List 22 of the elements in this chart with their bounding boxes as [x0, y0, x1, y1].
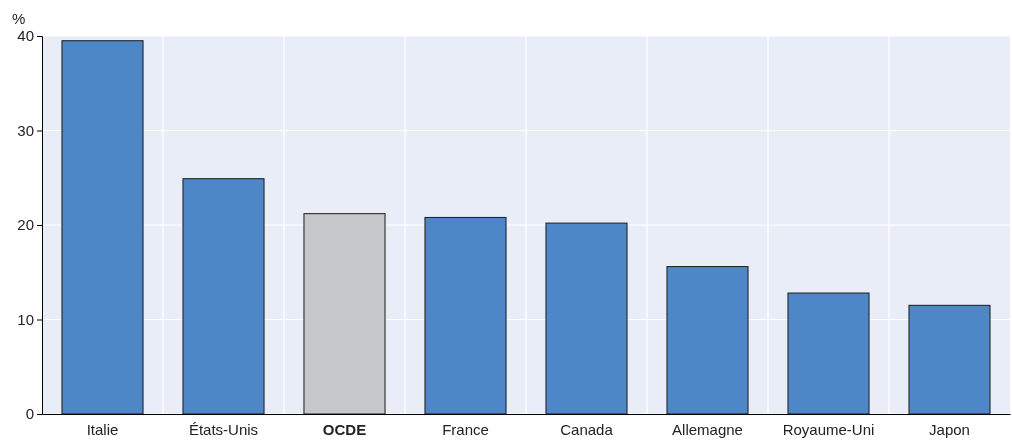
- x-tick-label: OCDE: [322, 420, 367, 438]
- x-tick-label: Italie: [86, 420, 119, 438]
- x-tick-label: France: [442, 420, 489, 438]
- bar: [182, 178, 265, 415]
- y-tick-label: 20: [17, 216, 34, 234]
- bar: [545, 222, 628, 415]
- x-tick-label: Royaume-Uni: [782, 420, 875, 438]
- y-tick-label: 30: [17, 121, 34, 139]
- bar: [424, 216, 507, 415]
- bar: [666, 266, 749, 415]
- y-tick-label: 0: [25, 405, 34, 423]
- y-axis-title: %: [12, 10, 26, 27]
- bar: [61, 40, 144, 415]
- bar: [787, 292, 870, 415]
- x-tick-label: Japon: [929, 420, 970, 438]
- x-tick-label: États-Unis: [188, 420, 259, 438]
- x-tick-label: Allemagne: [672, 420, 743, 438]
- bar: [303, 213, 386, 415]
- y-tick-label: 40: [17, 27, 34, 45]
- bar: [908, 304, 991, 415]
- y-tick-label: 10: [17, 310, 34, 328]
- x-tick-label: Canada: [560, 420, 614, 438]
